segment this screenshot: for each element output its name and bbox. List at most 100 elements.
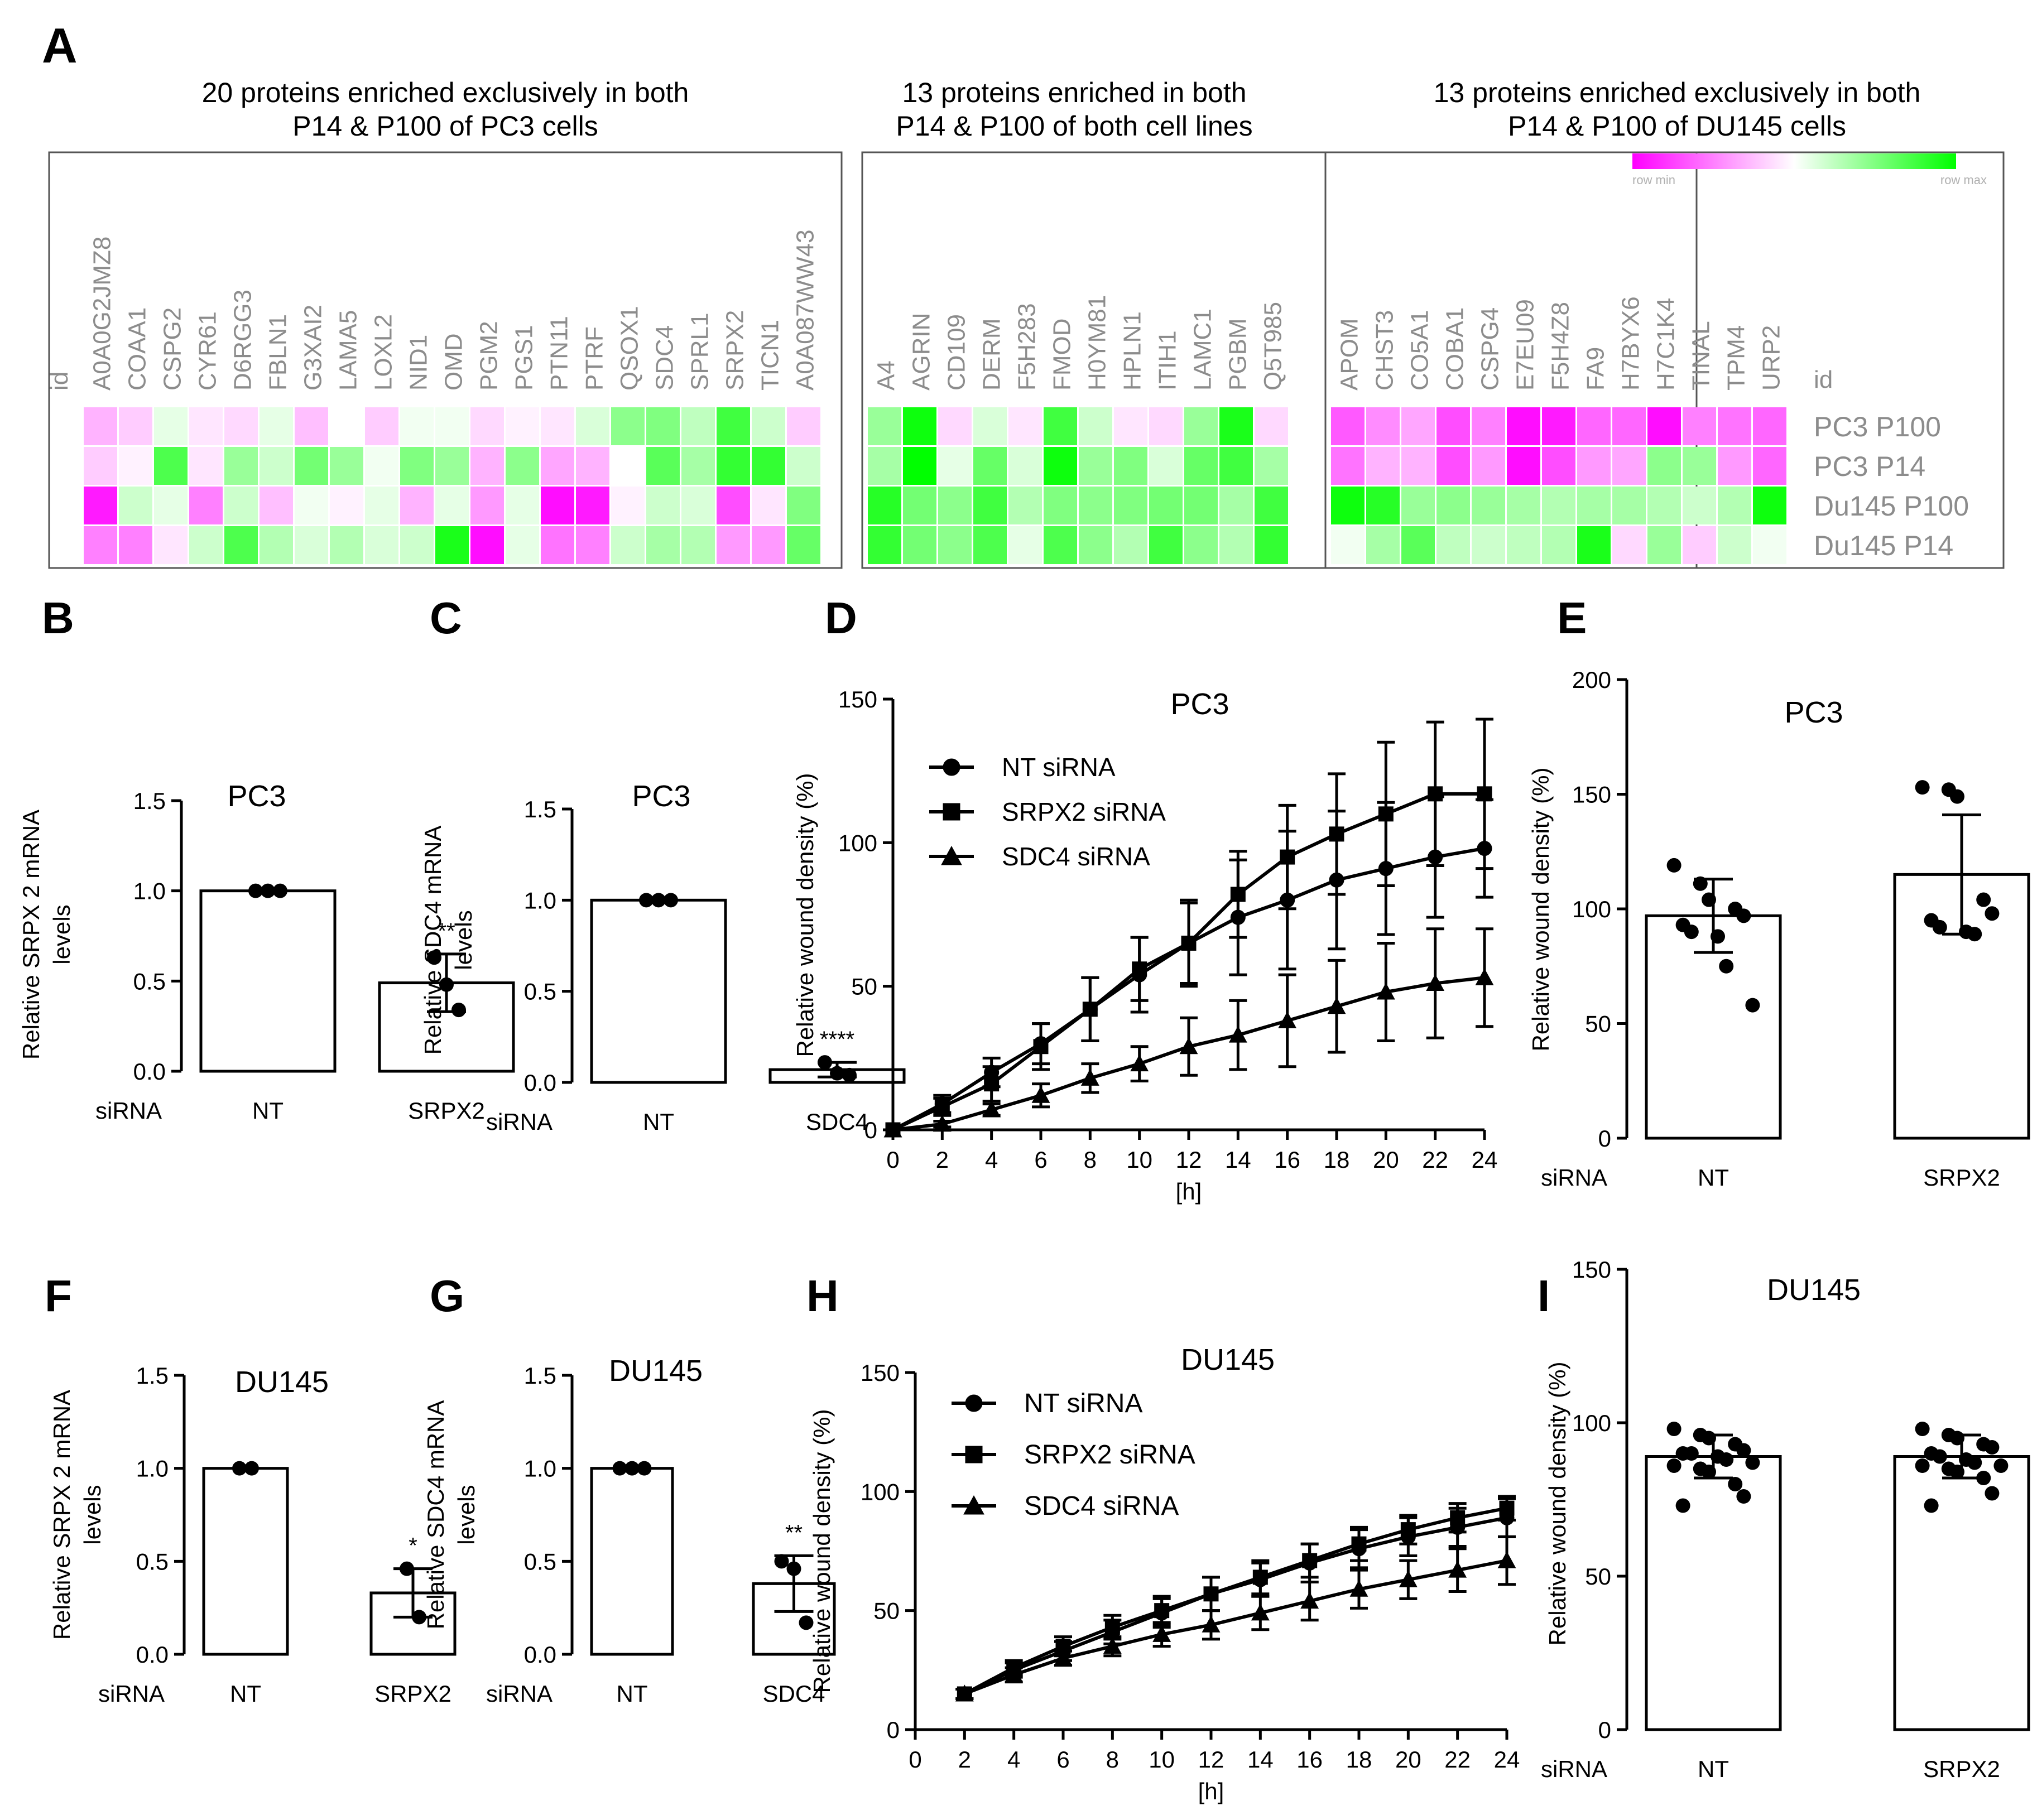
chart-title: DU145 xyxy=(235,1365,329,1399)
chart-title: DU145 xyxy=(609,1354,703,1388)
heatmap-cell xyxy=(224,407,258,445)
y-axis-label: Relative SRPX 2 mRNA xyxy=(49,1390,75,1640)
heatmap-cell xyxy=(1542,407,1575,445)
heatmap-cell xyxy=(1647,447,1681,485)
heatmap-cell xyxy=(973,487,1007,524)
heatmap-cell xyxy=(787,526,820,564)
heatmap-cell xyxy=(868,447,901,485)
legend-label: NT siRNA xyxy=(1024,1389,1142,1418)
bar-chart-e: 0 50 100 150 200 PC3 Relative wound density (%… xyxy=(1527,667,2030,1191)
protein-label: CD109 xyxy=(943,314,971,391)
x-tick-label: 0 xyxy=(886,1147,899,1173)
x-tick-label: 8 xyxy=(1106,1746,1119,1773)
marker-triangle xyxy=(955,1684,974,1702)
heatmap-cell xyxy=(1008,487,1042,524)
data-point xyxy=(248,883,263,898)
heatmap-cell xyxy=(1612,407,1646,445)
heatmap-cell xyxy=(330,487,363,524)
legend-label: SRPX2 siRNA xyxy=(1024,1440,1195,1470)
heatmap-cell xyxy=(1044,526,1077,564)
x-tick-label: 2 xyxy=(958,1746,971,1773)
heatmap-cell xyxy=(1542,526,1575,564)
panel-letter-a: A xyxy=(42,18,78,73)
x-prefix-label: siRNA xyxy=(486,1109,553,1135)
data-point xyxy=(412,1610,426,1625)
heatmap-cell xyxy=(541,407,574,445)
heatmap-cell xyxy=(611,407,645,445)
data-point xyxy=(1976,892,1991,907)
x-tick-label: 12 xyxy=(1176,1147,1202,1173)
heatmap-cell xyxy=(1219,447,1253,485)
x-axis-label: [h] xyxy=(1176,1178,1202,1205)
legend-max-label: row max xyxy=(1940,173,1987,187)
y-tick-label: 0.0 xyxy=(136,1641,169,1668)
y-tick-label: 200 xyxy=(1572,667,1611,693)
heatmap-cell xyxy=(119,447,152,485)
x-tick-label: 18 xyxy=(1346,1746,1372,1773)
protein-label: TICN1 xyxy=(757,320,784,391)
marker-circle xyxy=(943,758,960,776)
bar-nt xyxy=(202,1467,289,1656)
y-axis-label: Relative wound density (%) xyxy=(792,773,818,1057)
marker-square xyxy=(1203,1586,1219,1602)
marker-square xyxy=(1499,1500,1515,1516)
heatmap-panel: 20 proteins enriched exclusively in both… xyxy=(46,77,2005,569)
protein-label: Q5T985 xyxy=(1260,302,1287,391)
marker-triangle xyxy=(1448,1561,1467,1578)
significance-label: * xyxy=(409,1534,417,1558)
protein-label: PTRF xyxy=(581,326,608,391)
y-tick-label: 0.5 xyxy=(524,979,556,1005)
heatmap-cell xyxy=(1542,487,1575,524)
heatmap-cell xyxy=(903,526,936,564)
protein-label: CO5A1 xyxy=(1406,310,1434,391)
marker-triangle xyxy=(963,1495,984,1515)
panel-letter-h: H xyxy=(806,1271,839,1321)
heatmap-cell xyxy=(1753,487,1786,524)
y-tick-label: 0 xyxy=(1598,1125,1611,1152)
heatmap-cell xyxy=(646,447,680,485)
protein-label: PGM2 xyxy=(475,321,503,391)
data-point xyxy=(612,1461,627,1476)
heatmap-cell xyxy=(1255,487,1288,524)
heatmap-cell xyxy=(400,526,434,564)
y-tick-label: 1.5 xyxy=(524,1362,556,1389)
heatmap-cell xyxy=(787,407,820,445)
protein-label: OMD xyxy=(440,333,468,391)
heatmap-cell xyxy=(1079,526,1112,564)
data-point xyxy=(830,1066,844,1081)
x-axis-label: [h] xyxy=(1198,1778,1224,1804)
heatmap-cell xyxy=(868,487,901,524)
data-point xyxy=(1736,1489,1751,1504)
heatmap-frame xyxy=(861,151,1698,569)
marker-square xyxy=(1104,1620,1120,1635)
heatmap-cell xyxy=(470,526,504,564)
y-tick-label: 50 xyxy=(873,1598,900,1624)
marker-square xyxy=(1154,1603,1170,1619)
data-point xyxy=(1702,892,1716,907)
id-label: id xyxy=(46,372,73,391)
data-point xyxy=(1967,1455,1982,1470)
marker-triangle xyxy=(1202,1615,1221,1633)
heatmap-cell xyxy=(576,526,609,564)
row-label: Du145 P100 xyxy=(1814,490,1969,522)
protein-label: DERM xyxy=(978,318,1006,391)
protein-label: URP2 xyxy=(1758,325,1785,391)
heatmap-cell xyxy=(260,526,293,564)
data-point xyxy=(1915,780,1930,795)
heatmap-cell xyxy=(1437,487,1470,524)
heatmap-cell xyxy=(400,447,434,485)
protein-label: TINAL xyxy=(1688,321,1715,391)
heatmap-cell xyxy=(506,526,539,564)
bar-nt xyxy=(590,1467,674,1656)
series-sdc4-sirna xyxy=(952,1495,1516,1702)
heatmap-cell xyxy=(1647,487,1681,524)
heatmap-cell xyxy=(541,526,574,564)
heatmap-cell xyxy=(154,487,188,524)
heatmap-cell xyxy=(1647,526,1681,564)
bar-srpx2 xyxy=(1893,1455,2030,1731)
heatmap-cell xyxy=(1472,407,1505,445)
protein-label: PGS1 xyxy=(511,325,538,391)
protein-label: TPM4 xyxy=(1723,325,1750,391)
chart-title: DU145 xyxy=(1767,1273,1861,1307)
